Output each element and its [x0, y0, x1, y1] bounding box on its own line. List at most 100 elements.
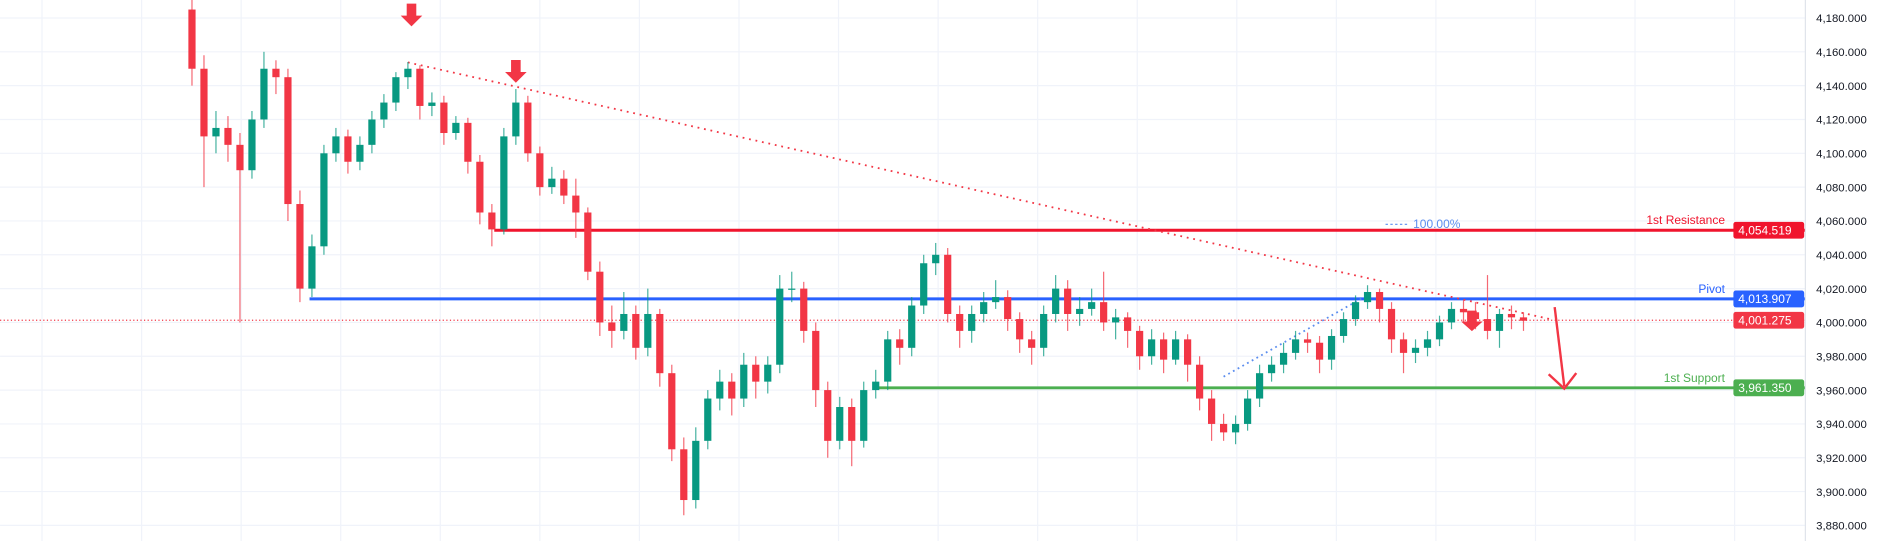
- candle-body: [1160, 339, 1168, 360]
- candle: [1279, 342, 1288, 374]
- candle-body: [728, 381, 736, 399]
- candle: [452, 116, 460, 140]
- y-tick-label: 4,060.000: [1816, 216, 1867, 228]
- candle-body: [932, 254, 940, 264]
- candle: [368, 111, 376, 154]
- candle-body: [1231, 423, 1240, 433]
- candle: [1339, 312, 1348, 343]
- candle: [524, 95, 532, 162]
- candle: [344, 129, 352, 174]
- candle-body: [392, 77, 400, 103]
- candle-body: [1351, 302, 1360, 320]
- level-price-text: 3,961.350: [1738, 381, 1792, 395]
- candle: [824, 381, 832, 458]
- candle-body: [200, 68, 208, 137]
- candle: [1327, 329, 1336, 370]
- candle: [512, 89, 520, 145]
- candle-body: [1172, 339, 1180, 360]
- current-price-tag: [1733, 311, 1805, 329]
- candle-body: [1339, 319, 1348, 336]
- candle: [404, 61, 412, 90]
- candle-body: [1028, 339, 1036, 348]
- candle-body: [1327, 335, 1336, 360]
- candle-body: [272, 68, 280, 78]
- candle: [1076, 297, 1084, 326]
- candle-body: [500, 136, 508, 230]
- candle-body: [848, 407, 856, 441]
- candle-body: [1519, 317, 1528, 321]
- candle: [260, 51, 268, 128]
- candle-body: [464, 122, 472, 162]
- candle: [1100, 271, 1108, 331]
- candle: [1387, 302, 1396, 353]
- candle: [1231, 415, 1240, 445]
- candle: [1196, 356, 1204, 411]
- price-tags: 4,054.519 4,013.907 3,961.350 4,001.275: [1733, 221, 1805, 397]
- candle: [1507, 305, 1516, 330]
- candle: [560, 170, 568, 205]
- level-label: 1st Support: [1664, 371, 1726, 385]
- candle: [500, 127, 508, 235]
- candle-body: [824, 390, 832, 441]
- candle-body: [344, 136, 352, 162]
- level-price-text: 4,013.907: [1738, 292, 1792, 306]
- candle-body: [1136, 330, 1144, 357]
- candle: [548, 166, 556, 194]
- candle-body: [488, 212, 496, 230]
- candle-body: [1004, 297, 1012, 320]
- y-tick-label: 3,920.000: [1816, 453, 1867, 465]
- candle-body: [1507, 313, 1516, 318]
- candle: [476, 154, 484, 225]
- candle: [1028, 330, 1036, 365]
- y-tick-label: 4,000.000: [1816, 318, 1867, 330]
- candle-body: [368, 119, 376, 145]
- candle: [272, 60, 280, 95]
- candle: [1112, 308, 1120, 340]
- y-tick-label: 3,960.000: [1816, 385, 1867, 397]
- candle: [1495, 308, 1504, 348]
- candle-body: [1495, 313, 1504, 331]
- candle-body: [1459, 308, 1468, 313]
- candle: [944, 248, 952, 323]
- candles: [188, 0, 1528, 516]
- candle-body: [416, 68, 424, 106]
- candle-body: [668, 373, 676, 450]
- candle-body: [1112, 317, 1120, 323]
- candle-body: [884, 339, 892, 382]
- projection-arrow-icon: [1547, 306, 1578, 391]
- candle-body: [692, 440, 700, 501]
- candle-body: [1255, 373, 1264, 399]
- price-axis[interactable]: 4,180.000 4,160.000 4,140.000 4,120.000 4,10…: [1804, 0, 1867, 541]
- candle: [380, 94, 388, 128]
- candle-body: [680, 449, 688, 501]
- candle-body: [1196, 364, 1204, 399]
- candle-body: [332, 136, 340, 154]
- candle: [1088, 288, 1096, 316]
- candle-body: [776, 288, 784, 365]
- candle-body: [548, 178, 556, 188]
- candle: [812, 322, 820, 408]
- candle: [464, 117, 472, 174]
- candle-body: [944, 254, 952, 314]
- candle: [236, 133, 244, 323]
- candle-body: [980, 302, 988, 314]
- candle: [308, 234, 316, 298]
- candle-body: [656, 313, 664, 374]
- candle: [248, 111, 256, 179]
- y-tick-label: 4,160.000: [1816, 47, 1867, 59]
- candle-body: [320, 153, 328, 247]
- candle: [320, 144, 328, 255]
- candle-body: [428, 102, 436, 106]
- candle-body: [212, 127, 220, 137]
- fib-label: 100.00%: [1413, 217, 1461, 231]
- candle-body: [620, 313, 628, 331]
- level-label: 1st Resistance: [1646, 213, 1725, 227]
- candle: [392, 72, 400, 112]
- candle: [296, 190, 304, 303]
- candle: [1459, 300, 1468, 323]
- y-tick-label: 4,140.000: [1816, 81, 1867, 93]
- candle-body: [308, 246, 316, 289]
- candle-body: [1435, 322, 1444, 340]
